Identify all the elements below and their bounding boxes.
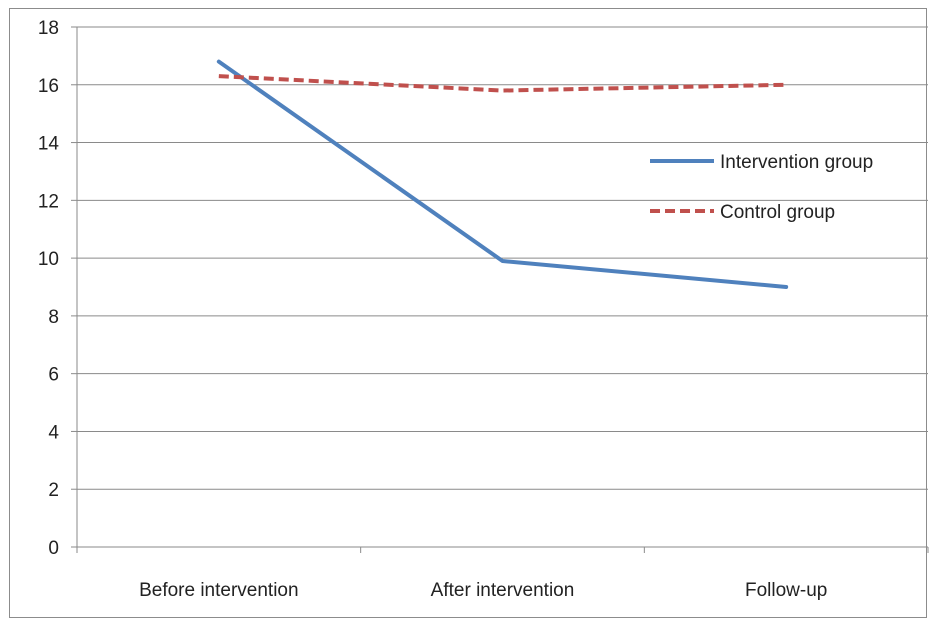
y-tick-label: 2 [48, 480, 59, 501]
x-tick-label: Follow-up [745, 580, 827, 601]
x-axis-ticks: Before intervention After intervention Fol… [76, 547, 929, 601]
x-tick-label: After intervention [431, 580, 575, 601]
gridlines [77, 26, 928, 490]
series-line-control [218, 74, 787, 93]
legend-label: Intervention group [720, 152, 873, 173]
legend: Intervention group Control group [650, 152, 873, 223]
axes [76, 27, 928, 548]
series-line-intervention [216, 59, 789, 289]
y-tick-label: 0 [48, 538, 59, 559]
y-tick-label: 6 [48, 365, 59, 386]
y-tick-label: 8 [48, 307, 59, 328]
y-tick-label: 12 [38, 191, 59, 212]
series-lines [216, 59, 789, 289]
y-tick-label: 4 [48, 422, 59, 443]
y-tick-label: 16 [38, 76, 59, 97]
y-tick-label: 10 [38, 249, 59, 270]
y-tick-label: 18 [38, 18, 59, 39]
x-tick-label: Before intervention [139, 580, 299, 601]
y-tick-label: 14 [38, 134, 60, 155]
legend-label: Control group [720, 202, 835, 223]
y-axis-ticks: 0 2 4 6 8 10 12 14 16 18 [38, 18, 77, 559]
chart-frame [9, 8, 927, 618]
